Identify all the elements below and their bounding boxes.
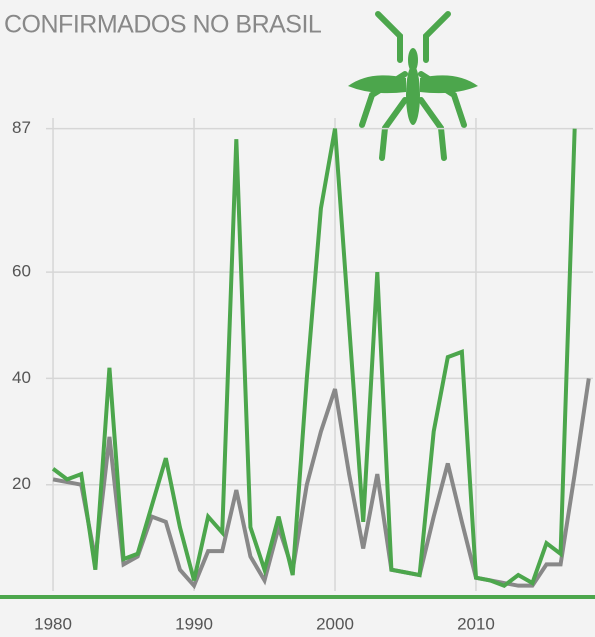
y-tick-label: 40: [12, 368, 31, 387]
x-tick-label: 1980: [34, 614, 72, 633]
x-tick-label: 1990: [175, 614, 213, 633]
line-series: [51, 128, 577, 588]
y-tick-label: 60: [12, 262, 31, 281]
mosquito-icon: [348, 11, 478, 161]
x-tick-label: 2010: [457, 614, 495, 633]
x-tick-label: 2000: [316, 614, 354, 633]
chart-title: CONFIRMADOS NO BRASIL: [4, 11, 322, 39]
y-tick-label: 87: [12, 118, 31, 137]
y-tick-label: 20: [12, 474, 31, 493]
